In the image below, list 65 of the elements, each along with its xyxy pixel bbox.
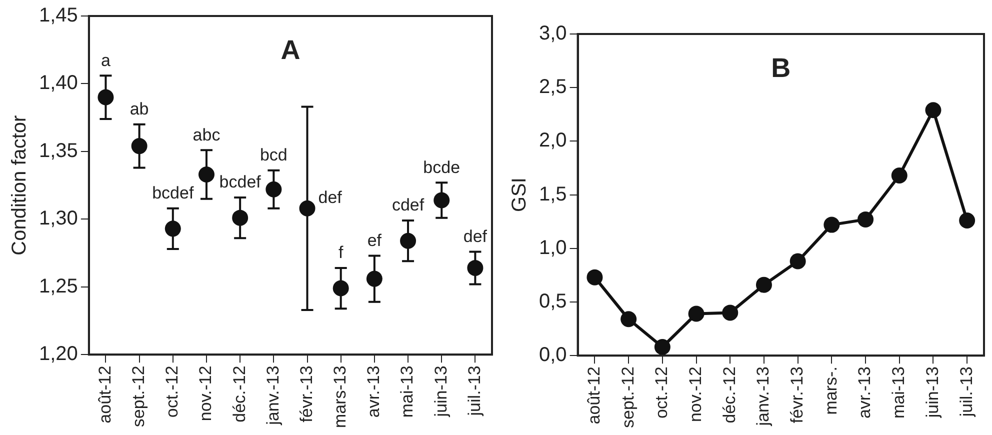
- data-label: bcdef: [219, 172, 262, 192]
- y-axis-title: Condition factor: [8, 114, 31, 256]
- point: [620, 311, 637, 328]
- text: B: [771, 52, 791, 83]
- y-tick-label: 1,5: [538, 183, 567, 206]
- data-label: ef: [367, 230, 382, 250]
- data-label: ab: [130, 100, 149, 119]
- x-tick-label: févr.-13: [296, 366, 316, 422]
- x-tick-label: janv.-13: [263, 366, 282, 426]
- x-tick-label: juil.-13: [464, 366, 484, 417]
- data-label: bcd: [260, 146, 288, 165]
- x-tick-label: avr.-13: [364, 366, 384, 418]
- y-tick-label: 1,30: [38, 208, 78, 230]
- x-tick-label: nov.-12: [686, 366, 705, 422]
- x-tick-label: mai-13: [889, 366, 908, 419]
- data-label: bcdef: [152, 184, 194, 203]
- point: [925, 102, 942, 118]
- y-axis-title: GSI: [508, 178, 531, 212]
- x-tick-label: mai-13: [398, 366, 417, 418]
- point: [891, 167, 908, 184]
- point: [586, 269, 603, 286]
- point: [756, 276, 772, 293]
- y-tick-label: 1,45: [38, 4, 78, 27]
- data-label: def: [463, 226, 488, 246]
- x-tick-label: nov.-12: [196, 366, 216, 422]
- x-tick-label: sept.-12: [129, 366, 148, 428]
- point: [688, 306, 704, 322]
- x-tick-label: déc.-12: [720, 366, 739, 424]
- point: [959, 212, 976, 229]
- x-tick-label: déc.-12: [230, 366, 249, 422]
- y-tick-label: 2,0: [538, 130, 567, 152]
- x-tick-label: août-12: [584, 366, 604, 424]
- data-label: a: [100, 50, 111, 70]
- data-label: cdef: [392, 196, 424, 215]
- data-label: bcde: [423, 158, 460, 177]
- y-tick-label: 1,25: [38, 275, 78, 298]
- point: [790, 253, 806, 270]
- data-label: def: [318, 188, 342, 208]
- point: [722, 304, 738, 321]
- y-tick-label: 1,0: [538, 236, 567, 259]
- x-tick-label: juin-13: [431, 366, 450, 418]
- x-tick-label: oct.-12: [652, 366, 672, 419]
- x-tick-label: sept.-12: [618, 366, 638, 428]
- x-tick-label: mars-.: [821, 366, 840, 415]
- y-tick-label: 0,5: [538, 290, 567, 312]
- point: [858, 211, 874, 228]
- x-tick-label: janv.-13: [754, 366, 773, 427]
- x-tick-label: août-12: [95, 366, 114, 424]
- y-tick-label: 0,0: [538, 344, 567, 366]
- y-tick-label: 3,0: [538, 22, 567, 45]
- x-tick-label: févr.-13: [788, 366, 807, 424]
- text: A: [280, 34, 300, 65]
- data-label: abc: [192, 125, 221, 144]
- y-tick-label: 1,20: [38, 343, 78, 366]
- y-tick-label: 2,5: [538, 76, 567, 98]
- data-label: f: [338, 243, 344, 262]
- y-tick-label: 1,35: [38, 140, 78, 162]
- x-tick-label: mars-13: [330, 366, 350, 428]
- y-tick-label: 1,40: [38, 72, 78, 94]
- x-tick-label: oct.-12: [162, 366, 182, 418]
- point: [824, 216, 840, 233]
- x-tick-label: juin-13: [922, 366, 942, 419]
- x-tick-label: avr.-13: [855, 366, 874, 419]
- x-tick-label: juil.-13: [956, 366, 976, 418]
- point: [654, 339, 670, 355]
